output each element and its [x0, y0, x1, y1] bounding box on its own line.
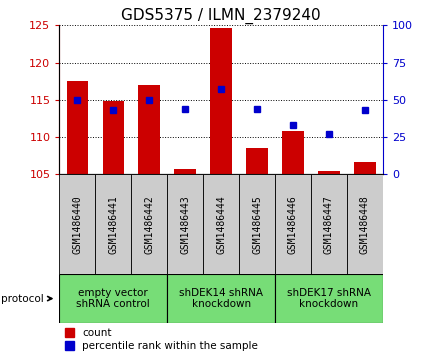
- Bar: [139, 85, 160, 174]
- Bar: [59, 274, 167, 323]
- Bar: [311, 174, 347, 274]
- Text: GSM1486444: GSM1486444: [216, 195, 226, 253]
- Bar: [103, 101, 124, 174]
- Text: GSM1486448: GSM1486448: [360, 195, 370, 253]
- Bar: [246, 148, 268, 174]
- Bar: [275, 174, 311, 274]
- Text: GSM1486441: GSM1486441: [108, 195, 118, 253]
- Bar: [167, 274, 275, 323]
- Text: GSM1486442: GSM1486442: [144, 195, 154, 253]
- Bar: [318, 171, 340, 174]
- Bar: [347, 174, 383, 274]
- Text: GSM1486445: GSM1486445: [252, 195, 262, 253]
- Legend: count, percentile rank within the sample: count, percentile rank within the sample: [65, 328, 258, 351]
- Bar: [203, 174, 239, 274]
- Bar: [174, 169, 196, 174]
- Text: empty vector
shRNA control: empty vector shRNA control: [77, 288, 150, 309]
- Bar: [239, 174, 275, 274]
- Text: shDEK14 shRNA
knockdown: shDEK14 shRNA knockdown: [179, 288, 263, 309]
- Text: GSM1486440: GSM1486440: [72, 195, 82, 253]
- Bar: [282, 131, 304, 174]
- Text: GSM1486446: GSM1486446: [288, 195, 298, 253]
- Bar: [275, 274, 383, 323]
- Text: GSM1486443: GSM1486443: [180, 195, 190, 253]
- Bar: [59, 174, 95, 274]
- Bar: [66, 81, 88, 174]
- Bar: [131, 174, 167, 274]
- Title: GDS5375 / ILMN_2379240: GDS5375 / ILMN_2379240: [121, 8, 321, 24]
- Text: GSM1486447: GSM1486447: [324, 195, 334, 253]
- Bar: [354, 162, 376, 174]
- Text: shDEK17 shRNA
knockdown: shDEK17 shRNA knockdown: [287, 288, 371, 309]
- Bar: [167, 174, 203, 274]
- Bar: [95, 174, 131, 274]
- Bar: [210, 28, 232, 174]
- Text: protocol: protocol: [1, 294, 52, 303]
